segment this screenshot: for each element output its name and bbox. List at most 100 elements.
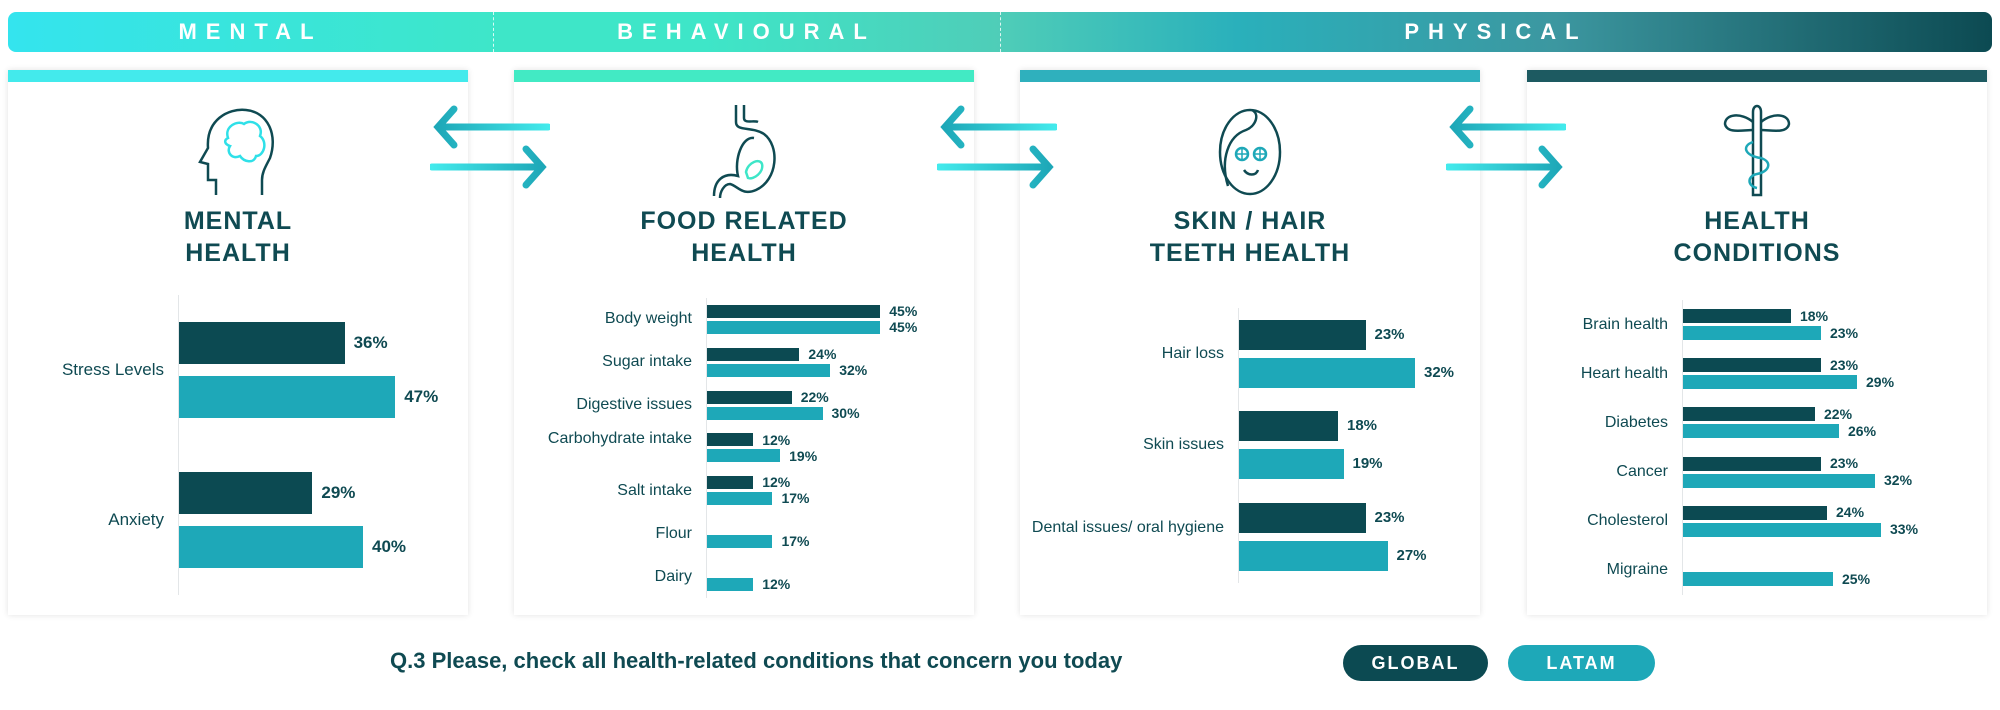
chart-row: Digestive issues 22% 30% — [514, 384, 974, 427]
panel-mental-health: MENTAL HEALTH Stress Levels 36% 47% Anxiety 2… — [8, 70, 468, 615]
chart-row: Migraine 25% — [1527, 546, 1987, 595]
chart-row: Carbohydrate intake 12% 19% — [514, 427, 974, 470]
chart-row: Cholesterol 24% 33% — [1527, 497, 1987, 546]
panel-title: FOOD RELATED HEALTH — [640, 207, 848, 267]
bar-global — [1683, 358, 1821, 373]
value-label: 25% — [1842, 570, 1871, 587]
category-label: Anxiety — [108, 510, 164, 529]
bar-global — [1683, 309, 1791, 324]
value-label: 12% — [762, 431, 791, 448]
value-label: 27% — [1396, 547, 1427, 565]
bar-latam — [1683, 522, 1881, 537]
panel-title: HEALTH CONDITIONS — [1673, 207, 1841, 267]
value-label: 29% — [321, 482, 356, 502]
category-label: Dairy — [654, 567, 692, 585]
bar-latam — [707, 535, 773, 549]
bidirectional-arrow-icon — [937, 105, 1057, 189]
value-label: 23% — [1830, 455, 1859, 472]
bar-latam — [1683, 571, 1833, 586]
category-label: Sugar intake — [602, 353, 692, 371]
bar-latam — [707, 363, 831, 377]
bidirectional-arrow-icon — [430, 105, 550, 189]
face-mask-icon — [1218, 108, 1282, 196]
bar-global — [707, 433, 754, 447]
category-label: Carbohydrate intake — [547, 429, 692, 447]
bar-global — [1683, 407, 1815, 422]
chart-health-conditions: Brain health 18% 23% Heart health 23% 29% Diab… — [1527, 300, 1987, 595]
category-label: Cancer — [1616, 463, 1668, 481]
panel-strip — [8, 70, 468, 82]
category-label: Heart health — [1580, 364, 1668, 382]
chart-row: Dental issues/ oral hygiene 23% 27% — [1020, 491, 1480, 583]
value-label: 24% — [808, 345, 837, 362]
bar-global — [1683, 505, 1827, 520]
value-label: 22% — [800, 388, 829, 405]
category-label: Diabetes — [1604, 413, 1668, 431]
category-label: Migraine — [1606, 561, 1668, 579]
panel-health-conditions: HEALTH CONDITIONS Brain health 18% 23% Heart… — [1527, 70, 1987, 615]
category-label: Stress Levels — [61, 360, 164, 379]
banner-divider — [493, 12, 494, 52]
value-label: 23% — [1374, 325, 1405, 343]
chart-skin-hair-teeth-health: Hair loss 23% 32% Skin issues 18% 19% Dental i… — [1020, 308, 1480, 583]
question-text: Q.3 Please, check all health-related con… — [390, 648, 1123, 673]
value-label: 17% — [781, 490, 810, 507]
category-banner: MENTAL BEHAVIOURAL PHYSICAL — [8, 12, 1992, 52]
bar-global — [179, 472, 313, 514]
value-label: 45% — [889, 319, 918, 336]
bidirectional-arrow-icon — [1446, 105, 1566, 189]
chart-row: Salt intake 12% 17% — [514, 469, 974, 512]
value-label: 24% — [1836, 504, 1865, 521]
bar-latam — [707, 492, 773, 506]
value-label: 26% — [1848, 423, 1877, 439]
bar-latam — [1239, 357, 1415, 388]
value-label: 12% — [762, 474, 791, 491]
bar-latam — [1683, 375, 1857, 390]
chart-row: Body weight 45% 45% — [514, 298, 974, 341]
value-label: 47% — [404, 386, 439, 406]
panel-strip — [514, 70, 974, 82]
value-label: 19% — [789, 447, 818, 464]
value-label: 19% — [1352, 455, 1383, 473]
value-label: 32% — [1424, 363, 1455, 381]
category-label: Hair loss — [1161, 344, 1224, 362]
chart-row: Hair loss 23% 32% — [1020, 308, 1480, 400]
panel-skin-hair-teeth-health: SKIN / HAIR TEETH HEALTH Hair loss 23% 32% S… — [1020, 70, 1480, 615]
panel-title: SKIN / HAIR TEETH HEALTH — [1149, 207, 1351, 267]
bar-latam — [707, 449, 781, 463]
value-label: 36% — [353, 332, 388, 352]
chart-row: Cancer 23% 32% — [1527, 448, 1987, 497]
value-label: 32% — [839, 361, 868, 378]
bar-latam — [1239, 449, 1344, 480]
bar-global — [707, 304, 881, 318]
chart-row: Brain health 18% 23% — [1527, 300, 1987, 349]
bar-global — [1239, 411, 1338, 442]
chart-row: Sugar intake 24% 32% — [514, 341, 974, 384]
value-label: 23% — [1374, 509, 1405, 527]
value-label: 40% — [372, 536, 407, 556]
banner-divider — [1000, 12, 1001, 52]
legend-latam: LATAM — [1508, 645, 1655, 681]
category-label: Cholesterol — [1587, 512, 1668, 530]
bar-latam — [1683, 473, 1875, 488]
value-label: 18% — [1800, 307, 1829, 324]
category-label: Body weight — [604, 310, 692, 328]
value-label: 29% — [1866, 373, 1895, 390]
stomach-icon — [712, 105, 776, 199]
bar-latam — [1683, 326, 1821, 341]
category-label: Flour — [655, 524, 692, 542]
value-label: 33% — [1890, 521, 1919, 538]
chart-mental-health: Stress Levels 36% 47% Anxiety 29% 40% — [8, 295, 468, 595]
chart-row: Diabetes 22% 26% — [1527, 398, 1987, 447]
chart-row: Skin issues 18% 19% — [1020, 400, 1480, 492]
panel-food-related-health: FOOD RELATED HEALTH Body weight 45% 45% Suga… — [514, 70, 974, 615]
chart-row: Heart health 23% 29% — [1527, 349, 1987, 398]
bar-latam — [707, 406, 823, 420]
bar-latam — [707, 578, 754, 592]
value-label: 18% — [1347, 417, 1378, 435]
chart-axis — [706, 298, 707, 598]
bar-latam — [707, 320, 881, 334]
category-label: Skin issues — [1143, 436, 1224, 454]
value-label: 12% — [762, 576, 791, 593]
category-label: Salt intake — [617, 481, 692, 499]
